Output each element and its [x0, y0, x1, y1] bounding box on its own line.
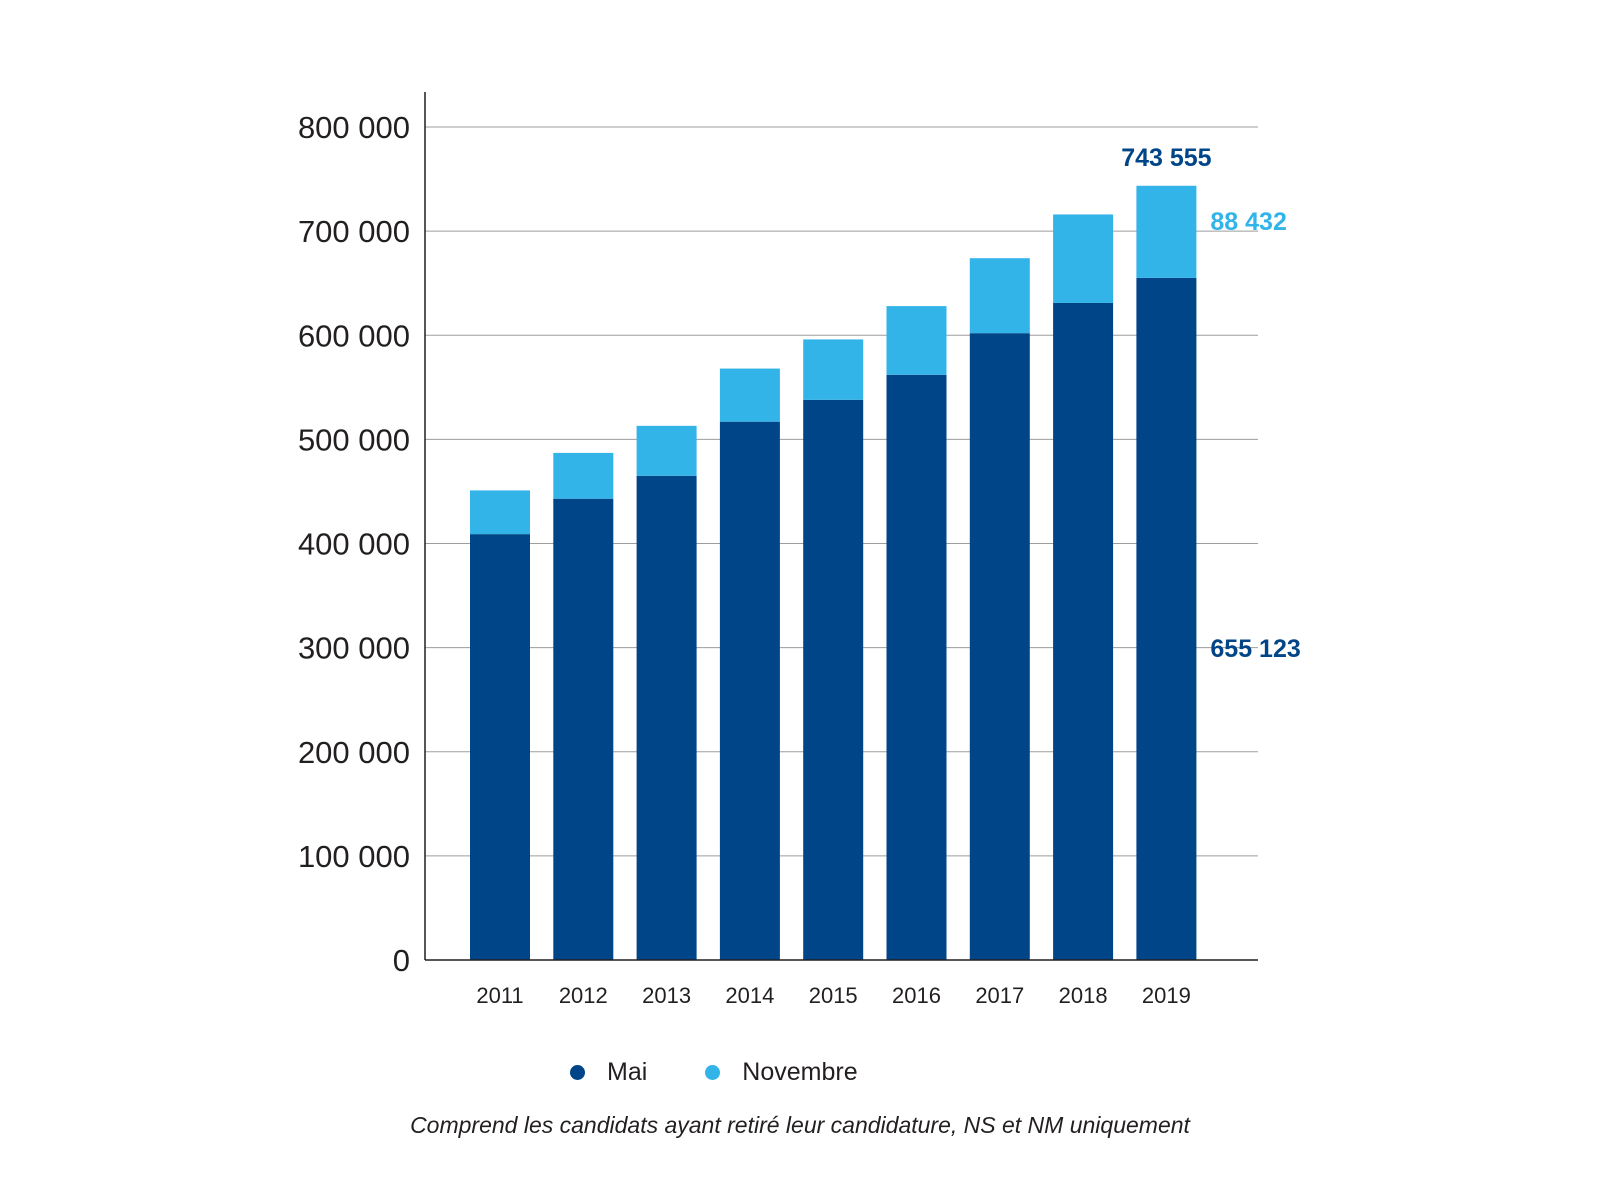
legend-item-novembre: Novembre: [705, 1058, 858, 1087]
legend-label-novembre: Novembre: [742, 1058, 858, 1086]
legend-label-mai: Mai: [607, 1058, 648, 1086]
data-label-mai-2019: 655 123: [1210, 635, 1300, 663]
x-tick-label: 2016: [892, 983, 941, 1008]
bar-mai-2018: [1053, 302, 1114, 960]
bar-mai-2012: [553, 498, 614, 960]
bar-novembre-2018: [1053, 214, 1114, 303]
y-tick-label: 600 000: [298, 318, 410, 353]
data-label-novembre-2019: 88 432: [1210, 208, 1286, 236]
legend-swatch-novembre: [705, 1065, 721, 1080]
bar-novembre-2012: [553, 452, 614, 499]
x-tick-label: 2011: [476, 983, 523, 1008]
bars: [470, 185, 1197, 961]
y-tick-label: 0: [393, 943, 410, 978]
bar-mai-2013: [636, 475, 697, 960]
bar-mai-2011: [470, 534, 530, 960]
x-tick-label: 2015: [809, 983, 858, 1008]
y-tick-label: 700 000: [298, 214, 410, 249]
bar-novembre-2019: [1136, 185, 1197, 278]
x-tick-label: 2018: [1059, 983, 1108, 1008]
x-tick-label: 2014: [725, 983, 774, 1008]
bar-mai-2016: [886, 374, 947, 960]
chart-note: Comprend les candidats ayant retiré leur…: [410, 1112, 1190, 1138]
bar-novembre-2015: [803, 339, 864, 400]
x-tick-label: 2012: [559, 983, 608, 1008]
x-tick-label: 2019: [1142, 983, 1191, 1008]
bar-novembre-2017: [969, 258, 1030, 334]
legend-swatch-mai: [570, 1065, 585, 1080]
bar-mai-2015: [803, 399, 864, 960]
data-label-total-2019: 743 555: [1121, 144, 1211, 172]
bar-novembre-2016: [886, 306, 947, 375]
x-axis-labels: 2011 2012 2013 2014 2015 2016 2017 2018 2019: [476, 983, 1191, 1008]
bar-mai-2014: [719, 421, 780, 961]
y-tick-label: 300 000: [298, 631, 410, 666]
y-tick-label: 100 000: [298, 839, 410, 874]
bar-mai-2017: [969, 333, 1030, 961]
y-axis-ticks: 0 100 000 200 000 300 000 400 000 500 000 600 …: [298, 110, 410, 978]
x-tick-label: 2017: [975, 983, 1024, 1008]
y-tick-label: 200 000: [298, 735, 410, 770]
bar-novembre-2014: [719, 368, 780, 422]
bar-novembre-2013: [636, 425, 697, 476]
legend: Mai Novembre: [570, 1058, 916, 1087]
y-tick-label: 500 000: [298, 422, 410, 457]
legend-item-mai: Mai: [570, 1058, 647, 1087]
x-tick-label: 2013: [642, 983, 691, 1008]
bar-mai-2019: [1136, 277, 1197, 961]
y-tick-label: 400 000: [298, 527, 410, 562]
y-tick-label: 800 000: [298, 110, 410, 145]
bar-novembre-2011: [470, 490, 530, 535]
